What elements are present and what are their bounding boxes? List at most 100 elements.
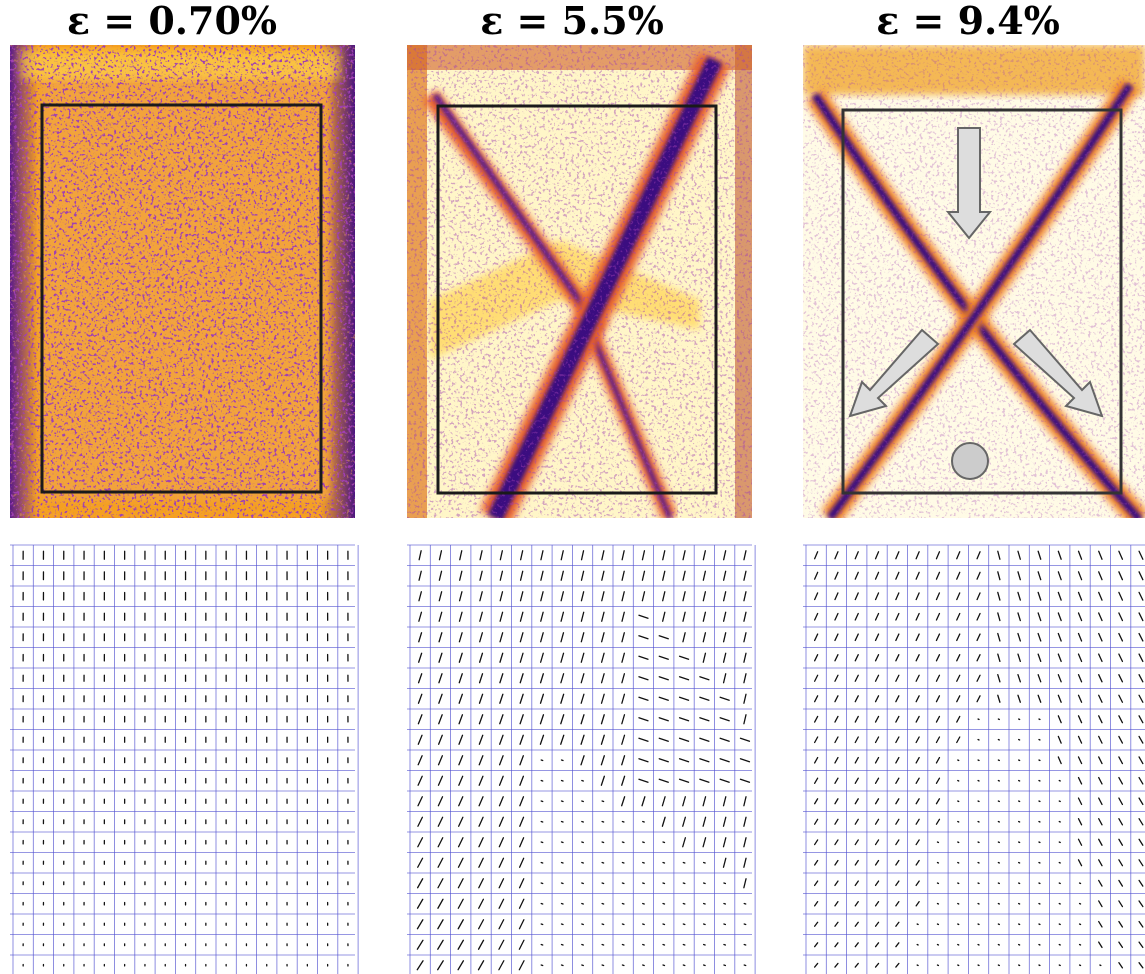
displacement-vector [915,592,920,601]
displacement-vector [723,964,727,967]
displacement-vector [997,674,1001,683]
displacement-vector [621,611,625,622]
displacement-vector [1098,879,1103,887]
displacement-vector [957,820,960,823]
displacement-vector [438,652,443,663]
displacement-vector [956,654,961,662]
displacement-vector [977,779,980,782]
displacement-vector [814,736,819,744]
displacement-vector [1077,838,1083,846]
displacement-vector [478,898,485,909]
displacement-vector [702,964,706,967]
displacement-vector [658,758,669,763]
displacement-vector [642,861,645,864]
displacement-vector [518,878,525,889]
displacement-vector [1138,879,1144,887]
displacement-vector [935,715,941,723]
displacement-vector [935,818,941,825]
displacement-vector [874,942,880,948]
displacement-vector [743,857,747,868]
displacement-vector [1138,550,1144,560]
displacement-vector [1018,923,1021,926]
displacement-vector [479,611,483,622]
displacement-vector [601,964,605,967]
displacement-vector [743,943,747,946]
displacement-vector [997,943,1000,946]
displacement-vector [834,921,839,927]
displacement-vector [641,591,646,602]
displacement-vector [477,960,485,971]
displacement-vector [438,550,443,561]
displacement-vector [1098,941,1103,949]
displacement-vector [682,923,686,926]
displacement-vector [1118,735,1124,744]
displacement-vector [935,674,941,682]
displacement-vector [540,759,544,762]
displacement-vector [1017,612,1021,622]
displacement-vector [1038,861,1041,864]
displacement-vector [834,571,839,580]
displacement-vector [458,734,464,745]
displacement-vector [936,861,940,864]
displacement-vector [719,696,730,701]
displacement-vector [621,943,625,946]
displacement-vector [1017,591,1021,601]
displacement-vector [1098,653,1103,663]
displacement-vector [458,755,464,766]
displacement-vector [601,570,605,581]
displacement-vector [739,737,751,742]
displacement-vector [498,755,504,766]
displacement-vector [956,612,961,621]
displacement-vector [479,652,484,663]
displacement-vector [539,734,545,745]
displacement-vector [499,632,504,643]
displacement-vector [1118,920,1124,928]
displacement-vector [895,777,900,784]
displacement-vector [581,800,584,803]
displacement-vector [437,775,444,786]
displacement-vector [1138,797,1144,806]
displacement-vector [642,923,645,926]
displacement-vector [915,715,920,723]
displacement-vector [580,734,585,745]
displacement-vector [1138,653,1144,663]
displacement-vector [682,591,686,602]
displacement-vector [1057,653,1062,663]
displacement-vector [1077,653,1083,663]
displacement-vector [977,923,980,926]
displacement-vector [438,570,443,581]
displacement-vector [1098,612,1103,622]
displacement-vector [560,611,565,622]
displacement-vector [1018,943,1021,946]
displacement-vector [743,611,747,622]
displacement-vector [662,570,666,581]
displacement-vector [498,898,505,909]
displacement-vector [662,964,666,967]
displacement-vector [743,570,747,581]
strain-map [803,45,1145,518]
displacement-vector [682,816,686,827]
displacement-vector [580,755,585,766]
displacement-vector [1098,735,1103,744]
displacement-vector [739,778,751,783]
displacement-vector [699,696,710,701]
displacement-vector [997,902,1000,905]
displacement-vector [539,673,544,684]
displacement-vector [457,939,464,950]
displacement-vector [1038,882,1041,885]
displacement-vector [682,882,686,885]
displacement-vector [702,902,706,905]
displacement-vector [1077,550,1083,560]
displacement-vector [581,779,584,782]
displacement-vector [834,654,839,662]
displacement-vector [1017,674,1021,683]
displacement-vector [1038,779,1041,782]
displacement-vector [642,882,645,885]
displacement-vector [498,796,504,807]
displacement-vector [1118,632,1124,642]
displacement-vector [915,695,920,703]
displacement-vector [601,923,605,926]
displacement-vector [997,653,1001,663]
displacement-vector [1118,797,1124,806]
displacement-vector [1078,902,1082,905]
